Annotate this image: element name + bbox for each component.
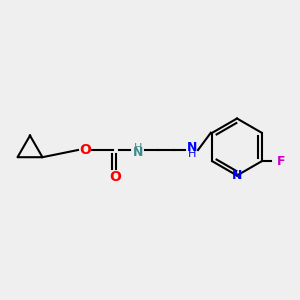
Text: N: N: [133, 146, 143, 159]
Text: O: O: [80, 143, 92, 157]
Text: N: N: [187, 141, 197, 154]
Text: O: O: [110, 170, 122, 184]
Text: H: H: [134, 142, 142, 153]
Text: F: F: [277, 155, 285, 168]
Text: H: H: [188, 148, 196, 159]
Text: N: N: [232, 169, 242, 182]
